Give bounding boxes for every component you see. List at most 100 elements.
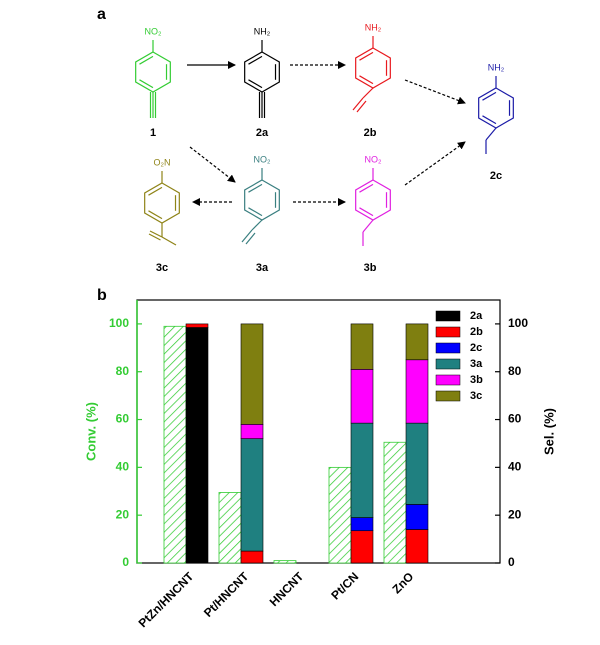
substituent-label: NH₂ [365, 22, 382, 32]
conversion-bar [273, 560, 297, 564]
arrow [189, 146, 236, 183]
molecule [241, 168, 280, 245]
benzene-ring [244, 51, 280, 93]
bond [362, 87, 374, 99]
conversion-bar [163, 325, 187, 564]
bond [161, 236, 177, 246]
x-tick-label: ZnO [389, 569, 416, 596]
y2-tick-label: 60 [508, 412, 522, 426]
substituent-label: O₂N [154, 157, 171, 167]
benzene-ring [244, 179, 280, 221]
double-bond [248, 183, 263, 193]
bond [356, 100, 367, 113]
y2-tick-label: 0 [508, 555, 515, 569]
y-tick-label: 20 [116, 507, 130, 521]
double-bond [148, 186, 163, 196]
bond [149, 230, 163, 238]
benzene-ring [355, 179, 391, 221]
arrow [404, 79, 466, 105]
substituent-label: NO₂ [365, 154, 383, 164]
compound-label: 3b [364, 262, 377, 274]
molecule [478, 76, 514, 154]
reaction-arrows [187, 61, 466, 206]
legend-swatch [435, 390, 461, 402]
double-bond [359, 207, 374, 217]
legend-label: 2c [470, 342, 482, 354]
y-tick-label: 0 [122, 555, 129, 569]
double-bond [248, 79, 263, 89]
selectivity-segment [405, 359, 429, 424]
legend-swatch [435, 310, 461, 322]
benzene-ring [478, 87, 514, 129]
compound-label: 1 [150, 127, 156, 139]
double-bond [148, 210, 163, 220]
y-axis-title: Conv. (%) [83, 402, 98, 461]
selectivity-segment [185, 323, 209, 328]
selectivity-segment [240, 424, 264, 439]
benzene-ring [355, 47, 391, 89]
compound-label: 2c [490, 170, 502, 182]
double-bond [359, 75, 374, 85]
legend-swatch [435, 358, 461, 370]
y2-tick-label: 40 [508, 460, 522, 474]
legend-swatch [435, 326, 461, 338]
double-bond [359, 183, 374, 193]
x-tick-label: Pt/CN [328, 569, 361, 602]
compound-label: 2a [256, 127, 269, 139]
double-bond [139, 55, 154, 65]
double-bond [482, 115, 497, 125]
selectivity-segment [350, 517, 374, 532]
legend-label: 2b [470, 326, 483, 338]
benzene-ring [135, 51, 171, 93]
bond [241, 229, 253, 243]
compound-label: 3c [156, 262, 168, 274]
selectivity-segment [350, 323, 374, 370]
selectivity-segment [405, 504, 429, 530]
selectivity-segment [350, 422, 374, 518]
y-tick-label: 80 [116, 364, 130, 378]
legend-label: 3a [470, 358, 483, 370]
conversion-bar [383, 441, 407, 564]
legend-label: 3c [470, 390, 482, 402]
legend-swatch [435, 374, 461, 386]
compound-label: 3a [256, 262, 269, 274]
double-bond [359, 51, 374, 61]
bond [251, 219, 263, 231]
panel-label: a [97, 6, 106, 23]
selectivity-segment [405, 529, 429, 564]
selectivity-segment [350, 369, 374, 424]
molecule [352, 36, 391, 113]
selectivity-segment [240, 438, 264, 552]
compound-label: 2b [364, 127, 377, 139]
y-tick-label: 100 [109, 316, 129, 330]
conversion-bar [218, 492, 242, 564]
selectivity-segment [185, 327, 209, 564]
legend-swatch [435, 342, 461, 354]
double-bond [139, 79, 154, 89]
substituent-label: NH₂ [488, 62, 505, 72]
bond [362, 219, 374, 233]
x-tick-label: HNCNT [267, 569, 307, 609]
double-bond [248, 55, 263, 65]
legend-label: 3b [470, 374, 483, 386]
substituent-label: NO₂ [254, 154, 272, 164]
legend-label: 2a [470, 310, 483, 322]
substituent-label: NO₂ [145, 26, 163, 36]
benzene-ring [144, 182, 180, 224]
molecule [244, 40, 280, 118]
double-bond [248, 207, 263, 217]
x-tick-label: Pt/HNCNT [201, 569, 252, 620]
conversion-bar [328, 466, 352, 564]
y2-tick-label: 20 [508, 507, 522, 521]
double-bond [482, 91, 497, 101]
selectivity-segment [240, 323, 264, 425]
y2-axis-title: Sel. (%) [541, 408, 556, 455]
bond [245, 232, 256, 245]
substituent-label: NH₂ [254, 26, 271, 36]
y2-tick-label: 80 [508, 364, 522, 378]
selectivity-segment [405, 323, 429, 361]
y-tick-label: 60 [116, 412, 130, 426]
molecule [355, 168, 391, 246]
selectivity-segment [350, 530, 374, 564]
